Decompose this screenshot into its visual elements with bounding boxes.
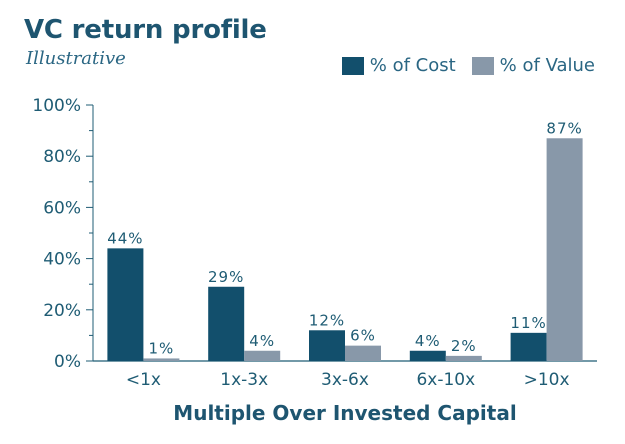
chart-title: VC return profile <box>24 15 267 45</box>
data-label-value: 6% <box>350 327 376 345</box>
legend-label-cost: % of Cost <box>369 55 456 76</box>
bar-value <box>546 138 583 361</box>
x-tick-label: 1x-3x <box>220 370 268 390</box>
bar-cost <box>208 286 245 361</box>
y-tick-label: 60% <box>43 198 81 218</box>
bar-value <box>445 355 482 361</box>
bar-value <box>244 350 281 361</box>
chart-legend: % of Cost % of Value <box>341 55 595 76</box>
x-tick-label: <1x <box>126 370 161 390</box>
data-label-cost: 29% <box>208 268 244 286</box>
bar-cost <box>409 350 446 361</box>
data-label-cost: 12% <box>309 311 345 329</box>
data-label-value: 2% <box>451 337 477 355</box>
data-label-cost: 11% <box>510 314 546 332</box>
data-label-cost: 4% <box>415 332 441 350</box>
data-label-value: 4% <box>249 332 275 350</box>
chart-subtitle: Illustrative <box>26 48 126 69</box>
bar-cost <box>107 248 144 361</box>
x-tick-label: 6x-10x <box>416 370 475 390</box>
x-tick-label: >10x <box>524 370 570 390</box>
bar-value <box>345 345 381 361</box>
x-tick-label: 3x-6x <box>321 370 369 390</box>
x-axis-title: Multiple Over Invested Capital <box>173 401 516 425</box>
legend-swatch-value <box>471 56 494 75</box>
bar-value <box>143 358 180 361</box>
data-label-value: 1% <box>149 339 175 357</box>
data-label-value: 87% <box>546 119 582 137</box>
y-tick-label: 0% <box>54 352 81 372</box>
bar-cost <box>510 332 547 361</box>
legend-label-value: % of Value <box>499 55 595 76</box>
y-tick-label: 100% <box>32 96 81 116</box>
legend-swatch-cost <box>341 56 364 75</box>
legend-item-cost: % of Cost <box>341 55 456 76</box>
y-tick-label: 80% <box>43 147 81 167</box>
bar-cost <box>309 330 345 361</box>
y-tick-label: 40% <box>43 250 81 270</box>
data-label-cost: 44% <box>107 229 143 247</box>
legend-item-value: % of Value <box>471 55 595 76</box>
y-tick-label: 20% <box>43 301 81 321</box>
